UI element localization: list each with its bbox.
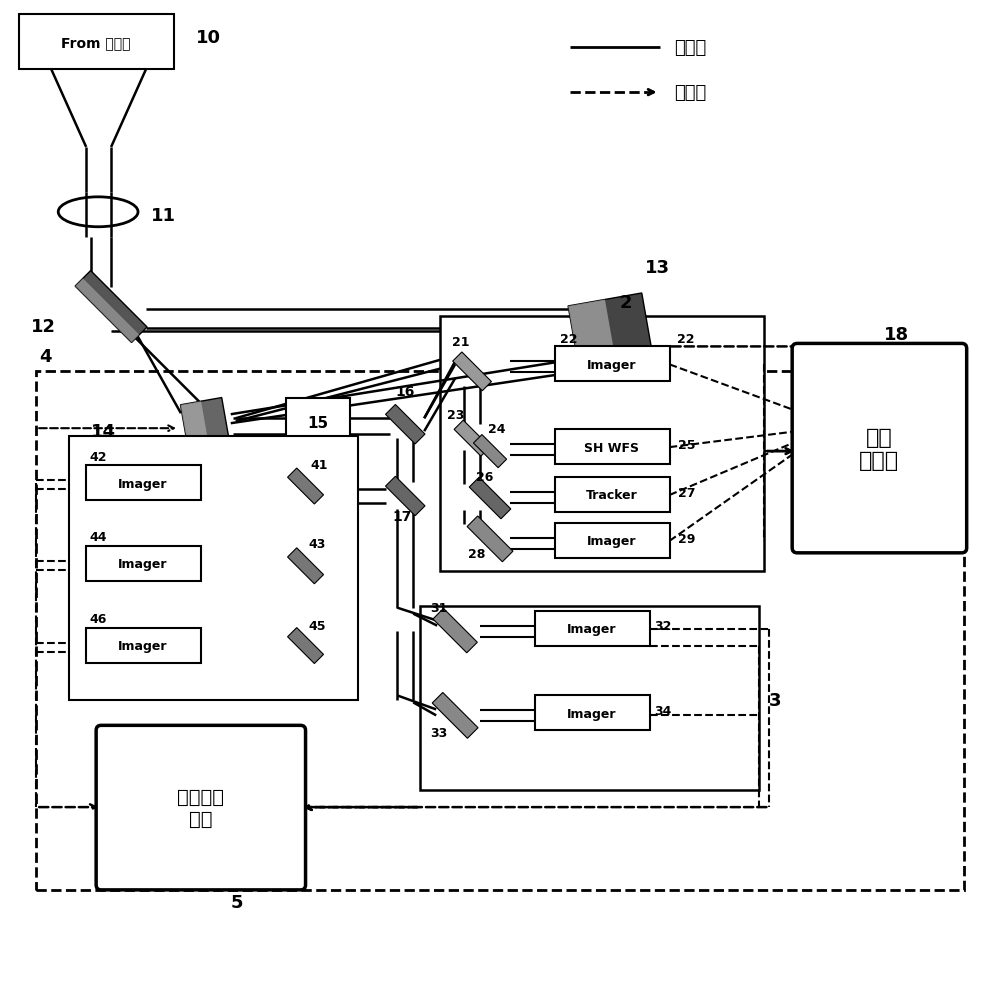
Polygon shape <box>180 401 211 459</box>
Text: 29: 29 <box>678 532 696 546</box>
Bar <box>36 372 964 890</box>
Text: 23: 23 <box>447 408 465 421</box>
Text: Tracker: Tracker <box>586 489 638 502</box>
Text: 12: 12 <box>31 318 56 336</box>
Bar <box>535 696 650 731</box>
Polygon shape <box>386 405 425 445</box>
Text: 27: 27 <box>678 487 696 500</box>
Text: 24: 24 <box>488 422 506 435</box>
Text: 4: 4 <box>39 348 52 366</box>
Polygon shape <box>467 517 513 562</box>
Bar <box>86 465 201 501</box>
Bar <box>69 437 358 701</box>
Text: 42: 42 <box>89 451 107 463</box>
Bar <box>555 477 670 513</box>
Text: 43: 43 <box>309 537 326 551</box>
Bar <box>86 546 201 581</box>
Text: 25: 25 <box>678 438 696 452</box>
Text: 波前
控制器: 波前 控制器 <box>859 427 899 470</box>
Polygon shape <box>75 279 139 343</box>
Text: 26: 26 <box>476 470 493 483</box>
Text: 16: 16 <box>395 385 415 399</box>
Text: 3: 3 <box>769 692 782 710</box>
Text: 5: 5 <box>231 893 243 911</box>
Text: 10: 10 <box>196 30 221 47</box>
Text: Imager: Imager <box>587 359 636 372</box>
Text: 14: 14 <box>91 423 116 441</box>
Bar <box>440 317 764 571</box>
Polygon shape <box>75 271 147 343</box>
Polygon shape <box>454 421 490 457</box>
Text: 34: 34 <box>655 704 672 717</box>
Polygon shape <box>568 294 651 361</box>
Polygon shape <box>453 353 491 391</box>
Text: Imager: Imager <box>587 534 636 548</box>
Text: 2: 2 <box>620 293 632 312</box>
Polygon shape <box>288 548 324 584</box>
Text: 41: 41 <box>311 458 328 471</box>
Text: 46: 46 <box>89 612 107 625</box>
Text: 45: 45 <box>309 619 326 632</box>
Text: 数据记录
系统: 数据记录 系统 <box>177 787 224 828</box>
Text: Imager: Imager <box>118 477 168 490</box>
FancyBboxPatch shape <box>96 726 306 890</box>
Text: 44: 44 <box>89 530 107 544</box>
Text: 22: 22 <box>677 332 694 345</box>
Text: 33: 33 <box>430 726 447 740</box>
Text: From 望远镜: From 望远镜 <box>61 36 131 50</box>
Polygon shape <box>433 608 477 653</box>
Bar <box>19 16 174 70</box>
Bar <box>86 628 201 663</box>
Polygon shape <box>469 477 511 520</box>
Text: 13: 13 <box>645 258 670 276</box>
Bar <box>535 611 650 646</box>
FancyBboxPatch shape <box>792 344 967 553</box>
Bar <box>420 606 759 791</box>
Polygon shape <box>386 477 425 517</box>
Text: 电信号: 电信号 <box>675 84 707 102</box>
Text: 17: 17 <box>392 510 412 524</box>
Bar <box>555 430 670 464</box>
Bar <box>286 399 350 447</box>
Polygon shape <box>568 300 614 361</box>
Polygon shape <box>180 398 231 459</box>
Text: Imager: Imager <box>118 558 168 571</box>
Text: Imager: Imager <box>567 707 616 720</box>
Text: 18: 18 <box>884 326 909 344</box>
Bar <box>555 347 670 382</box>
Text: 11: 11 <box>151 207 176 225</box>
Text: 15: 15 <box>307 415 328 430</box>
Polygon shape <box>473 435 507 468</box>
Polygon shape <box>288 468 324 505</box>
Text: 28: 28 <box>468 548 485 561</box>
Text: 光信号: 光信号 <box>675 39 707 57</box>
Polygon shape <box>432 693 478 739</box>
Text: 32: 32 <box>655 619 672 632</box>
Text: 22: 22 <box>560 332 577 345</box>
Text: Imager: Imager <box>567 622 616 635</box>
Text: Imager: Imager <box>118 639 168 653</box>
Text: 31: 31 <box>430 601 448 614</box>
Polygon shape <box>288 628 324 664</box>
Text: SH WFS: SH WFS <box>584 441 639 455</box>
Text: 21: 21 <box>452 335 470 349</box>
Bar <box>555 524 670 558</box>
